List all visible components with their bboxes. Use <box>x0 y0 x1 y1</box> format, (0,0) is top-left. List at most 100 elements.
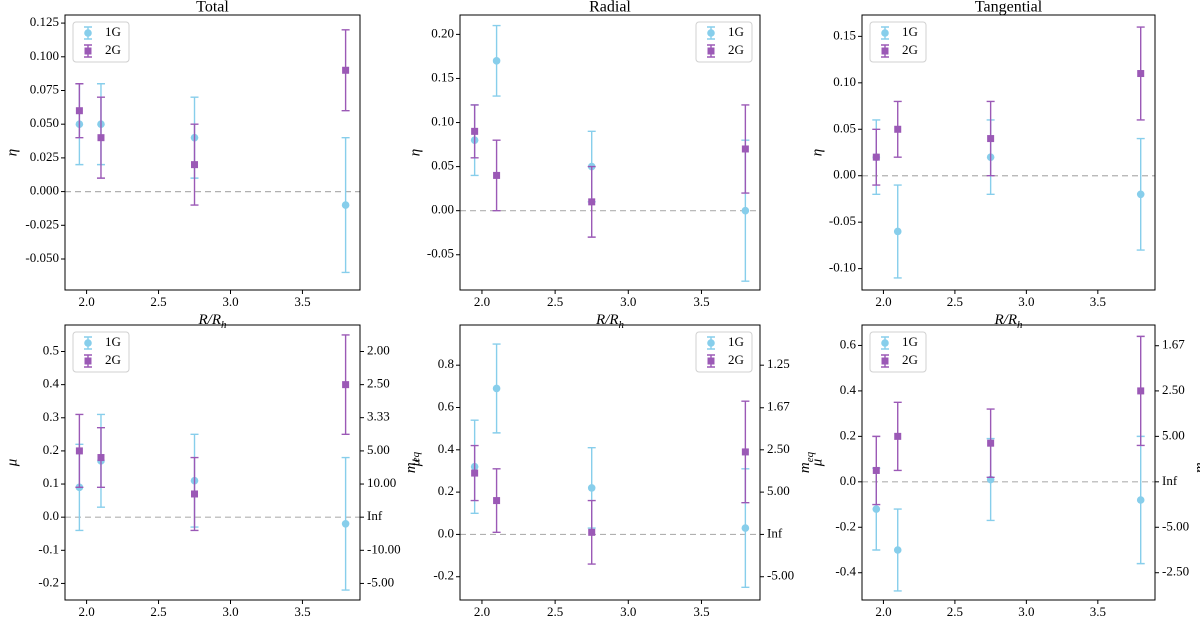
legend-label: 2G <box>728 352 744 367</box>
x-tick-label: 3.0 <box>1018 294 1034 309</box>
y-tick-label: 0.0 <box>840 473 856 488</box>
marker <box>741 448 749 456</box>
y2-tick-label: 1.25 <box>767 356 790 371</box>
y2-axis-label-main: m <box>797 462 813 473</box>
x-tick-label: 2.5 <box>947 604 963 619</box>
x-tick-label: 2.0 <box>78 604 94 619</box>
y-tick-label: 0.2 <box>840 427 856 442</box>
panel-title: Total <box>196 0 229 16</box>
legend-marker <box>84 339 92 347</box>
y-tick-label: 0.15 <box>431 69 454 84</box>
x-tick-label: 2.0 <box>875 294 891 309</box>
y-tick-label: -0.050 <box>25 250 59 265</box>
legend-marker <box>84 29 92 37</box>
y-tick-label: 0.3 <box>43 409 59 424</box>
legend-label: 1G <box>105 24 121 39</box>
y-tick-label: 0.2 <box>43 442 59 457</box>
y2-tick-label: -2.50 <box>1162 564 1189 579</box>
y-tick-label: 0.10 <box>431 114 454 129</box>
y-tick-label: 0.8 <box>438 356 454 371</box>
y2-axis-label-sub: eq <box>410 451 422 462</box>
y-tick-label: 0.2 <box>438 483 454 498</box>
x-tick-label: 2.5 <box>547 604 563 619</box>
y2-tick-label: 1.67 <box>1162 337 1185 352</box>
marker <box>1137 387 1145 395</box>
y-tick-label: 0.5 <box>43 342 59 357</box>
legend-label: 1G <box>902 334 918 349</box>
legend-marker <box>707 47 715 55</box>
y-tick-label: 0.1 <box>43 475 59 490</box>
y2-axis-label-sub: eq <box>1199 451 1200 462</box>
legend-label: 1G <box>728 334 744 349</box>
marker <box>1137 70 1145 78</box>
x-tick-label: 2.5 <box>150 294 166 309</box>
y-tick-label: 0.000 <box>30 183 59 198</box>
axes-frame <box>861 324 1156 601</box>
y2-axis-label: meq <box>797 451 815 473</box>
y2-tick-label: -10.00 <box>367 541 401 556</box>
y2-tick-label: 3.33 <box>367 409 390 424</box>
y-tick-label: 0.6 <box>840 336 857 351</box>
marker <box>75 447 83 455</box>
y2-axis-label-main: m <box>1192 462 1200 473</box>
legend-label: 2G <box>902 352 918 367</box>
marker <box>1136 190 1145 199</box>
y2-axis-label: meq <box>403 451 421 473</box>
x-tick-label: 3.0 <box>620 294 636 309</box>
marker <box>741 524 750 532</box>
x-axis-label: R/Rh <box>994 312 1024 330</box>
y2-tick-label: 5.00 <box>767 483 790 498</box>
x-tick-label: 2.5 <box>150 604 166 619</box>
legend-label: 1G <box>728 24 744 39</box>
legend-label: 2G <box>728 42 744 57</box>
legend-label: 1G <box>105 334 121 349</box>
x-tick-label: 3.5 <box>294 294 310 309</box>
panel-title: Tangential <box>975 0 1043 16</box>
x-axis-label-main: R/R <box>994 312 1018 328</box>
y-tick-label: 0.050 <box>30 115 59 130</box>
legend-marker <box>707 29 715 37</box>
y2-axis-label: meq <box>1192 451 1200 473</box>
y2-axis-label-main: m <box>403 462 419 473</box>
legend-marker <box>707 357 715 365</box>
marker <box>342 381 350 389</box>
marker <box>987 439 995 447</box>
x-tick-label: 2.5 <box>947 294 963 309</box>
legend-marker <box>707 339 715 347</box>
y-axis-label: μ <box>407 458 423 467</box>
y-tick-label: 0.10 <box>833 74 856 89</box>
x-tick-label: 3.5 <box>294 604 310 619</box>
marker <box>493 171 501 179</box>
x-tick-label: 3.5 <box>693 294 709 309</box>
y-tick-label: -0.2 <box>433 568 454 583</box>
y-tick-label: 0.4 <box>840 382 857 397</box>
y-tick-label: 0.05 <box>833 120 856 135</box>
marker <box>987 135 995 143</box>
x-tick-label: 3.0 <box>620 604 636 619</box>
marker <box>894 432 902 440</box>
legend-marker <box>84 47 92 55</box>
marker <box>493 497 501 505</box>
y-tick-label: -0.025 <box>25 216 59 231</box>
marker <box>97 454 105 462</box>
legend-marker <box>84 357 92 365</box>
legend-label: 2G <box>105 42 121 57</box>
y2-axis-label-sub: eq <box>804 451 816 462</box>
legend-label: 2G <box>105 352 121 367</box>
marker <box>492 57 501 65</box>
legend-label: 1G <box>902 24 918 39</box>
marker <box>872 466 880 474</box>
axes-frame <box>459 324 761 601</box>
y2-tick-label: 10.00 <box>367 475 396 490</box>
marker <box>894 125 902 133</box>
x-tick-label: 2.0 <box>474 604 490 619</box>
legend-marker <box>881 339 889 347</box>
marker <box>97 134 105 142</box>
y-tick-label: -0.2 <box>835 518 856 533</box>
axes-frame <box>459 14 761 291</box>
y2-tick-label: 2.50 <box>1162 382 1185 397</box>
y2-tick-label: 2.00 <box>367 342 390 357</box>
y2-tick-label: 1.67 <box>767 399 790 414</box>
y-tick-label: 0.0 <box>438 525 454 540</box>
y2-tick-label: 2.50 <box>367 376 390 391</box>
